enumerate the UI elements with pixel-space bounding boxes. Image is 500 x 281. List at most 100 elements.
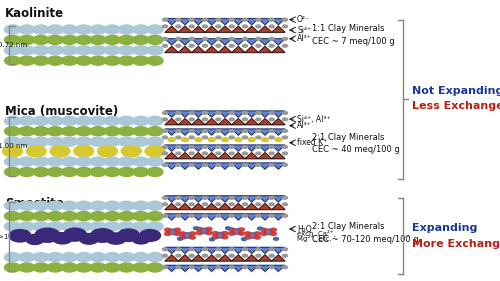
Circle shape (242, 266, 248, 269)
Polygon shape (178, 265, 192, 271)
Circle shape (133, 201, 149, 210)
Polygon shape (245, 39, 258, 45)
Polygon shape (165, 145, 178, 151)
Circle shape (147, 25, 163, 34)
Circle shape (62, 201, 78, 210)
Polygon shape (218, 129, 232, 135)
Circle shape (162, 203, 168, 206)
Circle shape (190, 236, 196, 239)
Circle shape (47, 137, 63, 146)
Polygon shape (178, 153, 192, 159)
Circle shape (189, 254, 194, 257)
Polygon shape (232, 247, 245, 253)
Circle shape (64, 228, 86, 241)
Polygon shape (258, 255, 272, 261)
Circle shape (106, 233, 126, 244)
Polygon shape (178, 26, 192, 32)
Circle shape (282, 196, 288, 199)
Circle shape (118, 157, 134, 166)
Circle shape (269, 118, 274, 121)
Circle shape (242, 152, 248, 155)
Circle shape (242, 146, 248, 148)
Circle shape (118, 201, 134, 210)
Polygon shape (165, 129, 178, 135)
Circle shape (104, 25, 120, 34)
Polygon shape (258, 19, 272, 25)
Circle shape (33, 263, 49, 272)
Circle shape (164, 228, 170, 232)
Circle shape (242, 203, 248, 206)
Circle shape (235, 138, 242, 142)
Circle shape (216, 214, 221, 217)
Circle shape (90, 127, 106, 136)
Circle shape (215, 232, 225, 238)
Circle shape (62, 56, 78, 65)
Circle shape (76, 167, 92, 176)
Circle shape (118, 127, 134, 136)
Circle shape (229, 136, 234, 139)
Circle shape (90, 222, 106, 231)
Circle shape (133, 56, 149, 65)
Circle shape (19, 222, 35, 231)
Circle shape (76, 116, 92, 125)
Polygon shape (232, 119, 245, 125)
Polygon shape (258, 247, 272, 253)
Circle shape (76, 46, 92, 55)
Polygon shape (258, 119, 272, 125)
Polygon shape (165, 203, 178, 210)
Polygon shape (272, 247, 285, 253)
Circle shape (104, 127, 120, 136)
Circle shape (118, 212, 134, 221)
Circle shape (202, 164, 207, 166)
Polygon shape (272, 19, 285, 25)
Circle shape (189, 214, 194, 217)
Text: Less Exchange: Less Exchange (412, 101, 500, 112)
Circle shape (147, 137, 163, 146)
Circle shape (133, 253, 149, 262)
Circle shape (147, 167, 163, 176)
Circle shape (90, 46, 106, 55)
Circle shape (216, 118, 221, 121)
Circle shape (162, 254, 168, 257)
Circle shape (216, 146, 221, 148)
Circle shape (189, 18, 194, 21)
Polygon shape (205, 111, 218, 117)
Text: 2:1 Clay Minerals
CEC ~ 40 meq/100 g: 2:1 Clay Minerals CEC ~ 40 meq/100 g (312, 133, 400, 154)
Circle shape (133, 35, 149, 44)
Circle shape (147, 222, 163, 231)
Circle shape (47, 56, 63, 65)
Circle shape (242, 254, 248, 257)
Polygon shape (178, 119, 192, 125)
Circle shape (269, 136, 274, 139)
Circle shape (202, 25, 207, 28)
Circle shape (216, 164, 221, 166)
Circle shape (176, 18, 181, 21)
Circle shape (244, 236, 250, 239)
Polygon shape (218, 153, 232, 159)
Circle shape (270, 232, 276, 235)
Circle shape (269, 266, 274, 269)
Circle shape (33, 56, 49, 65)
Circle shape (282, 164, 288, 166)
Circle shape (4, 127, 20, 136)
Polygon shape (165, 19, 178, 25)
Circle shape (162, 146, 168, 148)
Circle shape (4, 116, 20, 125)
Circle shape (76, 25, 92, 34)
Polygon shape (218, 265, 232, 271)
Circle shape (256, 196, 261, 199)
Circle shape (168, 229, 177, 235)
Circle shape (256, 248, 261, 251)
Circle shape (147, 201, 163, 210)
Circle shape (162, 164, 168, 166)
Circle shape (202, 136, 207, 139)
Polygon shape (192, 153, 205, 159)
Circle shape (256, 118, 261, 121)
Polygon shape (205, 265, 218, 271)
Polygon shape (272, 153, 285, 159)
Circle shape (118, 137, 134, 146)
Circle shape (216, 112, 221, 114)
Circle shape (118, 35, 134, 44)
Polygon shape (178, 129, 192, 135)
Circle shape (147, 56, 163, 65)
